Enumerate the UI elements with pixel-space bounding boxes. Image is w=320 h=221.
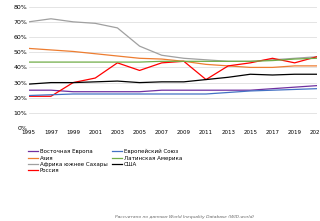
Text: Рассчитано по данным World Inequality Database (WID.world): Рассчитано по данным World Inequality Da… xyxy=(115,215,254,219)
Legend: Восточная Европа, Азия, Африка южнее Сахары, Россия, Европейский Союз, Латинская: Восточная Европа, Азия, Африка южнее Сах… xyxy=(26,147,184,175)
